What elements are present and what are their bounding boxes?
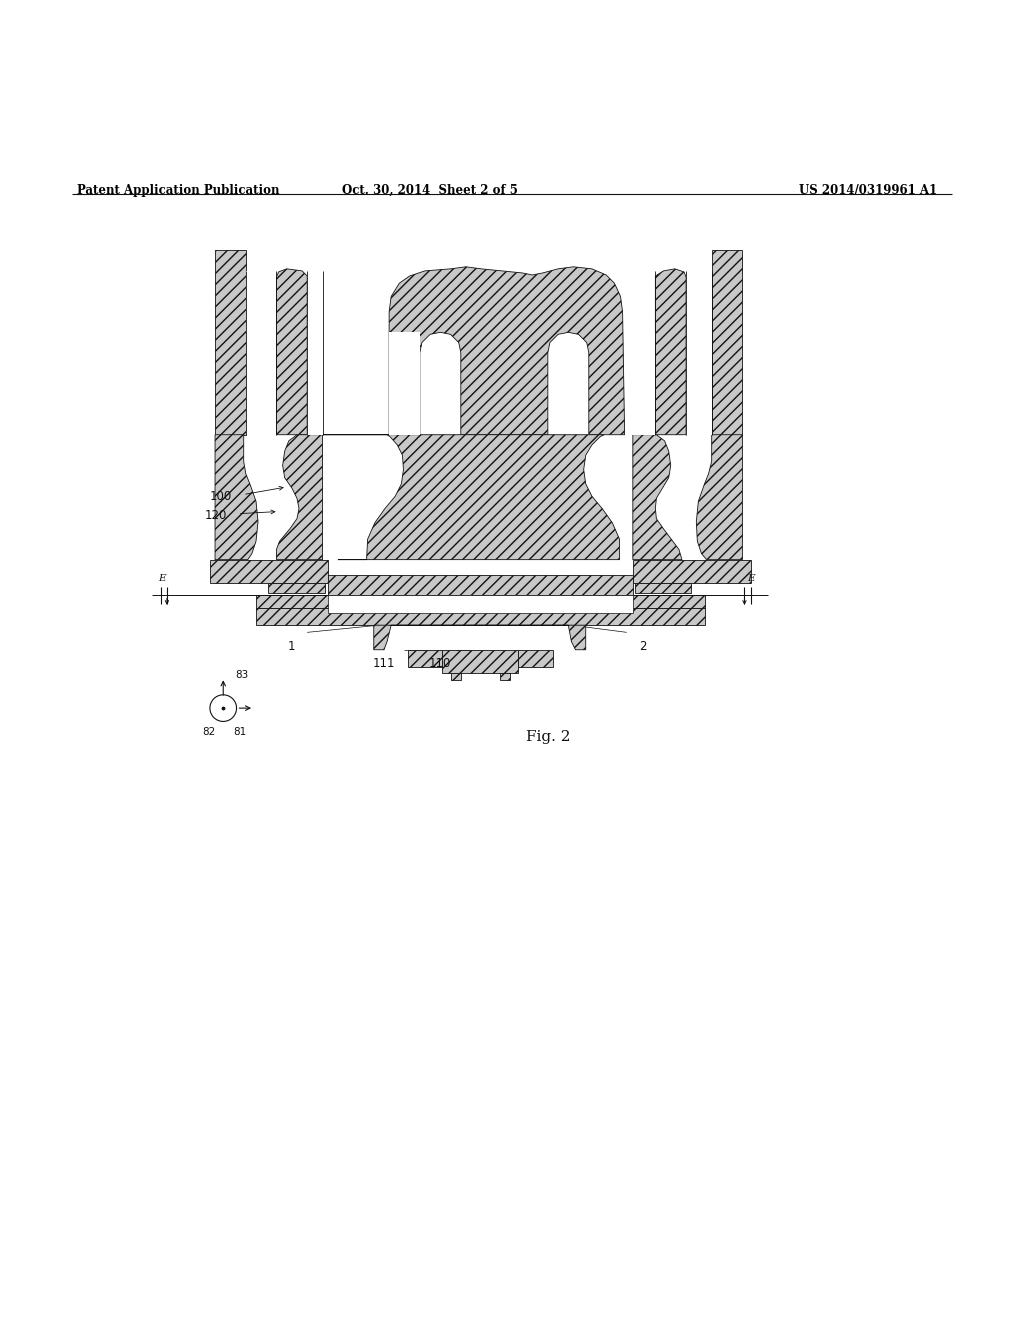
Bar xyxy=(633,560,751,583)
Text: 100: 100 xyxy=(209,490,231,503)
Polygon shape xyxy=(633,434,682,560)
Bar xyxy=(635,583,691,594)
Polygon shape xyxy=(215,434,258,560)
Bar xyxy=(256,607,705,626)
Polygon shape xyxy=(276,434,323,560)
Text: 82: 82 xyxy=(203,726,215,737)
Polygon shape xyxy=(276,269,307,434)
Bar xyxy=(625,333,655,434)
Bar xyxy=(246,271,276,434)
Polygon shape xyxy=(500,673,510,681)
Polygon shape xyxy=(338,434,620,560)
Text: E: E xyxy=(746,574,755,583)
Bar xyxy=(256,595,705,607)
Polygon shape xyxy=(374,626,586,649)
Bar xyxy=(268,583,325,594)
Bar xyxy=(328,595,633,612)
Text: 1: 1 xyxy=(288,639,296,652)
Text: 110: 110 xyxy=(429,657,452,671)
Polygon shape xyxy=(442,649,518,673)
Text: E: E xyxy=(158,574,166,583)
Bar xyxy=(328,576,633,595)
Polygon shape xyxy=(451,673,461,681)
Text: Oct. 30, 2014  Sheet 2 of 5: Oct. 30, 2014 Sheet 2 of 5 xyxy=(342,183,518,197)
Text: 120: 120 xyxy=(205,510,227,523)
Polygon shape xyxy=(712,251,742,434)
Polygon shape xyxy=(655,269,686,434)
Text: Patent Application Publication: Patent Application Publication xyxy=(77,183,280,197)
Polygon shape xyxy=(323,267,625,434)
Text: 2: 2 xyxy=(639,639,647,652)
Text: Fig. 2: Fig. 2 xyxy=(525,730,570,743)
Polygon shape xyxy=(518,649,553,667)
Text: 111: 111 xyxy=(373,657,395,671)
Bar xyxy=(686,271,712,434)
Bar xyxy=(210,560,328,583)
Polygon shape xyxy=(215,251,246,434)
Circle shape xyxy=(210,694,237,722)
Text: 83: 83 xyxy=(236,671,249,680)
Bar xyxy=(389,333,420,434)
Polygon shape xyxy=(696,434,742,560)
Bar xyxy=(307,271,323,434)
Text: 81: 81 xyxy=(233,726,246,737)
Text: US 2014/0319961 A1: US 2014/0319961 A1 xyxy=(799,183,937,197)
Polygon shape xyxy=(408,649,442,667)
